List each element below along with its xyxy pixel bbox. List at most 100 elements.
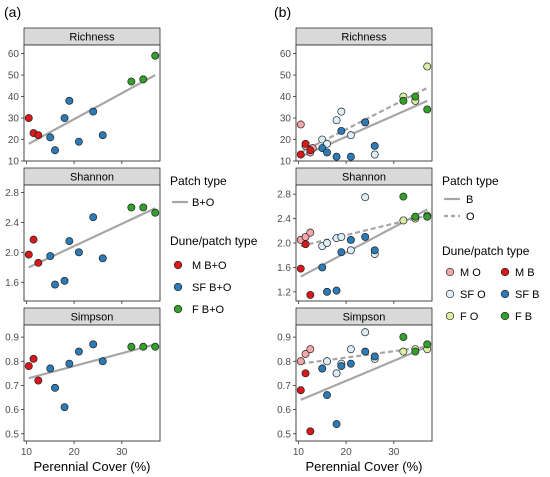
facet-strip-label: Shannon xyxy=(342,172,386,184)
fit-line-b-o xyxy=(28,343,156,380)
data-point xyxy=(337,362,346,371)
y-tick-label: 30 xyxy=(280,114,292,125)
legend-point-label: M B xyxy=(515,267,535,279)
fit-line-b xyxy=(300,345,428,401)
data-point xyxy=(361,347,370,356)
data-point xyxy=(411,347,420,356)
data-point xyxy=(306,290,315,299)
x-tick-label: 10 xyxy=(293,447,305,458)
data-point xyxy=(24,114,33,122)
data-point xyxy=(127,342,136,351)
data-point xyxy=(29,354,38,363)
y-tick-label: 2.4 xyxy=(277,214,291,225)
data-point xyxy=(98,357,107,366)
legend-point-label: SF B xyxy=(515,289,539,301)
data-point xyxy=(346,131,355,140)
data-point xyxy=(370,352,379,361)
y-tick-label: 0.8 xyxy=(5,357,19,368)
data-point xyxy=(306,427,315,436)
data-point xyxy=(24,362,33,371)
data-point xyxy=(361,118,370,127)
data-point xyxy=(361,328,370,337)
data-point xyxy=(306,228,315,237)
y-tick-label: 10 xyxy=(8,157,20,168)
y-tick-label: 0.6 xyxy=(277,405,291,416)
panel-border xyxy=(23,324,161,442)
data-point xyxy=(370,150,379,159)
facet-panel: Richness 10 20 30 40 50 60 xyxy=(280,27,433,168)
data-point xyxy=(323,287,331,296)
legend-point xyxy=(445,267,455,277)
data-point xyxy=(346,246,355,255)
y-tick-label: 60 xyxy=(8,49,20,60)
data-point xyxy=(127,203,136,212)
data-point xyxy=(51,146,59,155)
facet-strip-label: Simpson xyxy=(343,312,386,324)
x-tick-label: 30 xyxy=(388,447,400,458)
data-point xyxy=(411,212,420,221)
legend-panel-b: Patch type BO Dune/patch type M O M B SF O SF … xyxy=(442,174,539,323)
legend-dune-title: Dune/patch type xyxy=(170,234,258,248)
data-point xyxy=(323,391,331,400)
panel-border xyxy=(295,44,433,162)
legend-line-label: B+O xyxy=(192,197,215,209)
y-tick-label: 40 xyxy=(8,92,20,103)
y-tick-label: 0.5 xyxy=(277,429,291,440)
x-tick-label: 20 xyxy=(341,447,353,458)
facet-strip-label: Richness xyxy=(341,32,387,44)
data-point xyxy=(34,258,43,267)
data-point xyxy=(346,345,355,354)
legend-point-label: F B+O xyxy=(192,304,225,316)
data-point xyxy=(65,237,74,246)
panel-border xyxy=(23,44,161,162)
legend-point-label: F O xyxy=(460,311,479,323)
data-point xyxy=(51,383,59,392)
data-point xyxy=(318,263,327,272)
legend-line-label: O xyxy=(466,211,475,223)
y-tick-label: 2.0 xyxy=(277,239,291,250)
panel-letter-a: (a) xyxy=(4,4,21,20)
data-point xyxy=(411,92,420,101)
plot-area xyxy=(296,325,432,441)
plot-area xyxy=(24,45,160,161)
data-point xyxy=(34,376,43,385)
facet-strip-label: Shannon xyxy=(70,172,114,184)
data-point xyxy=(423,62,432,71)
x-axis-title-b: Perennial Cover (%) xyxy=(305,459,422,474)
legend-patch-title: Patch type xyxy=(170,174,227,188)
data-point xyxy=(34,131,43,140)
data-point xyxy=(139,203,148,212)
legend-panel-a: Patch type B+O Dune/patch type M B+O SF B+O F… xyxy=(170,174,258,316)
data-point xyxy=(24,250,33,259)
data-point xyxy=(98,131,107,140)
x-tick-label: 20 xyxy=(69,447,81,458)
data-point xyxy=(296,264,305,273)
data-point xyxy=(337,107,346,116)
data-point xyxy=(296,120,305,129)
facet-strip-label: Richness xyxy=(69,32,115,44)
legend-point xyxy=(445,311,455,321)
data-point xyxy=(46,252,55,261)
data-point xyxy=(332,286,341,295)
data-point xyxy=(399,333,408,342)
y-tick-label: 2.4 xyxy=(5,218,19,229)
data-point xyxy=(301,139,310,148)
y-tick-label: 0.7 xyxy=(5,381,19,392)
y-tick-label: 2.8 xyxy=(5,188,19,199)
data-point xyxy=(306,146,315,155)
data-point xyxy=(301,369,310,378)
data-point xyxy=(127,77,136,86)
panel-border xyxy=(295,184,433,302)
data-point xyxy=(89,340,98,349)
data-point xyxy=(74,347,83,356)
data-point xyxy=(139,75,148,84)
data-point xyxy=(323,148,331,157)
x-axis-title-a: Perennial Cover (%) xyxy=(33,459,150,474)
data-point xyxy=(318,364,327,373)
data-point xyxy=(46,364,55,373)
data-point xyxy=(60,403,69,412)
y-tick-label: 50 xyxy=(8,71,20,82)
y-tick-label: 2.8 xyxy=(277,190,291,201)
legend-point xyxy=(500,289,510,299)
data-point xyxy=(332,116,341,125)
